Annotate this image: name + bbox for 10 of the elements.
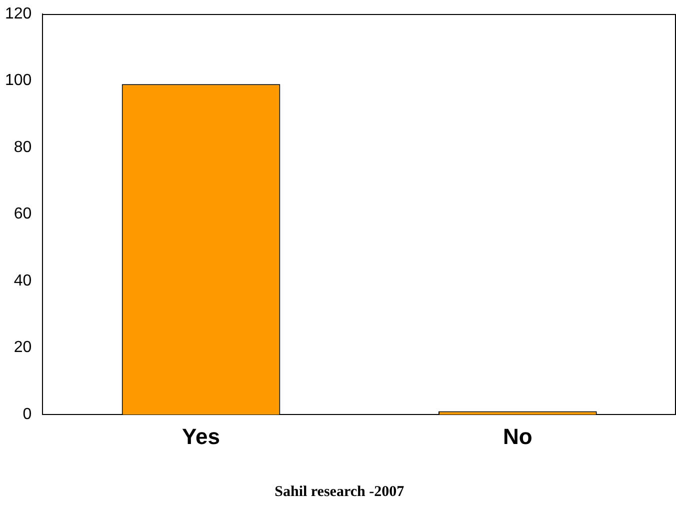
y-tick-label: 0 (22, 406, 32, 424)
y-tick-label: 40 (14, 272, 32, 290)
y-tick-label: 20 (14, 339, 32, 356)
y-tick-label: 80 (14, 138, 32, 156)
y-tick-label: 60 (14, 206, 32, 223)
y-tick-label: 120 (4, 5, 32, 22)
x-tick-label: Yes (182, 424, 220, 449)
x-tick-label: No (503, 424, 532, 449)
text: Sahil research -2007 (274, 484, 405, 500)
y-tick-label: 100 (4, 72, 32, 90)
